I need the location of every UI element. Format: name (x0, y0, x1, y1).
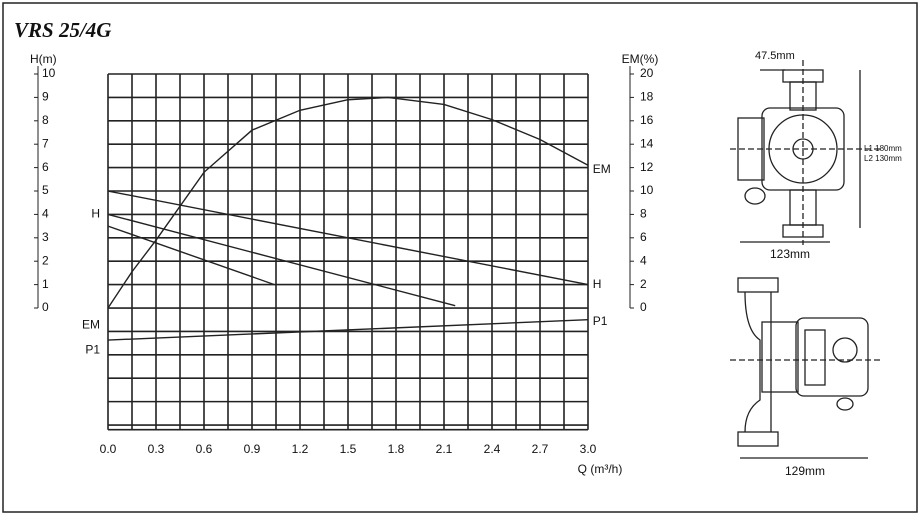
y-tick-label: 9 (42, 90, 49, 104)
y-tick-label: 0 (42, 300, 49, 314)
dimension-label: 47.5mm (755, 50, 795, 62)
series-line (107, 319, 589, 341)
y2-tick-label: 20 (640, 66, 654, 80)
y2-tick-label: 4 (640, 253, 647, 267)
annotation: H (91, 207, 100, 221)
y2-tick-label: 12 (640, 160, 654, 174)
y2-axis-label: EM(%) (622, 52, 659, 66)
y2-tick-label: 0 (640, 300, 647, 314)
dimension-label: L1 180mm (864, 144, 902, 153)
y-tick-label: 6 (42, 160, 49, 174)
x-tick-label: 1.2 (292, 442, 309, 456)
series-line (107, 96, 589, 309)
y2-tick-label: 10 (640, 183, 654, 197)
x-tick-label: 2.1 (436, 442, 453, 456)
series-line (107, 225, 275, 286)
x-tick-label: 0.9 (244, 442, 261, 456)
annotation: P1 (85, 342, 100, 356)
dimension-label: L2 130mm (864, 154, 902, 163)
y2-tick-label: 8 (640, 207, 647, 221)
annotation: EM (593, 162, 611, 176)
annotation: H (593, 277, 602, 291)
annotation: P1 (593, 314, 608, 328)
series-line (107, 190, 589, 286)
series-line (107, 213, 456, 307)
y2-tick-label: 2 (640, 277, 647, 291)
y-tick-label: 2 (42, 253, 49, 267)
y-tick-label: 5 (42, 183, 49, 197)
x-tick-label: 1.5 (340, 442, 357, 456)
x-tick-label: 1.8 (388, 442, 405, 456)
y-tick-label: 1 (42, 277, 49, 291)
x-tick-label: 3.0 (580, 442, 597, 456)
y-tick-label: 8 (42, 113, 49, 127)
x-tick-label: 0.3 (148, 442, 165, 456)
x-tick-label: 0.6 (196, 442, 213, 456)
x-tick-label: 0.0 (100, 442, 117, 456)
y-tick-label: 7 (42, 136, 49, 150)
y-axis-label: H(m) (30, 52, 57, 66)
y2-tick-label: 14 (640, 136, 654, 150)
dimension-label: 123mm (770, 247, 810, 261)
x-tick-label: 2.4 (484, 442, 501, 456)
y2-tick-label: 16 (640, 113, 654, 127)
annotation: EM (82, 318, 100, 332)
dimension-label: 129mm (785, 464, 825, 478)
y-tick-label: 4 (42, 207, 49, 221)
y-tick-label: 3 (42, 230, 49, 244)
chart-title: VRS 25/4G (14, 18, 111, 42)
y2-tick-label: 6 (640, 230, 647, 244)
x-tick-label: 2.7 (532, 442, 549, 456)
pump-drawings: 47.5mm L1 180mm L2 130mm 123mm 129mm (730, 50, 902, 478)
y2-tick-label: 18 (640, 90, 654, 104)
x-axis-label: Q (m³/h) (578, 462, 623, 476)
y-tick-label: 10 (42, 66, 56, 80)
